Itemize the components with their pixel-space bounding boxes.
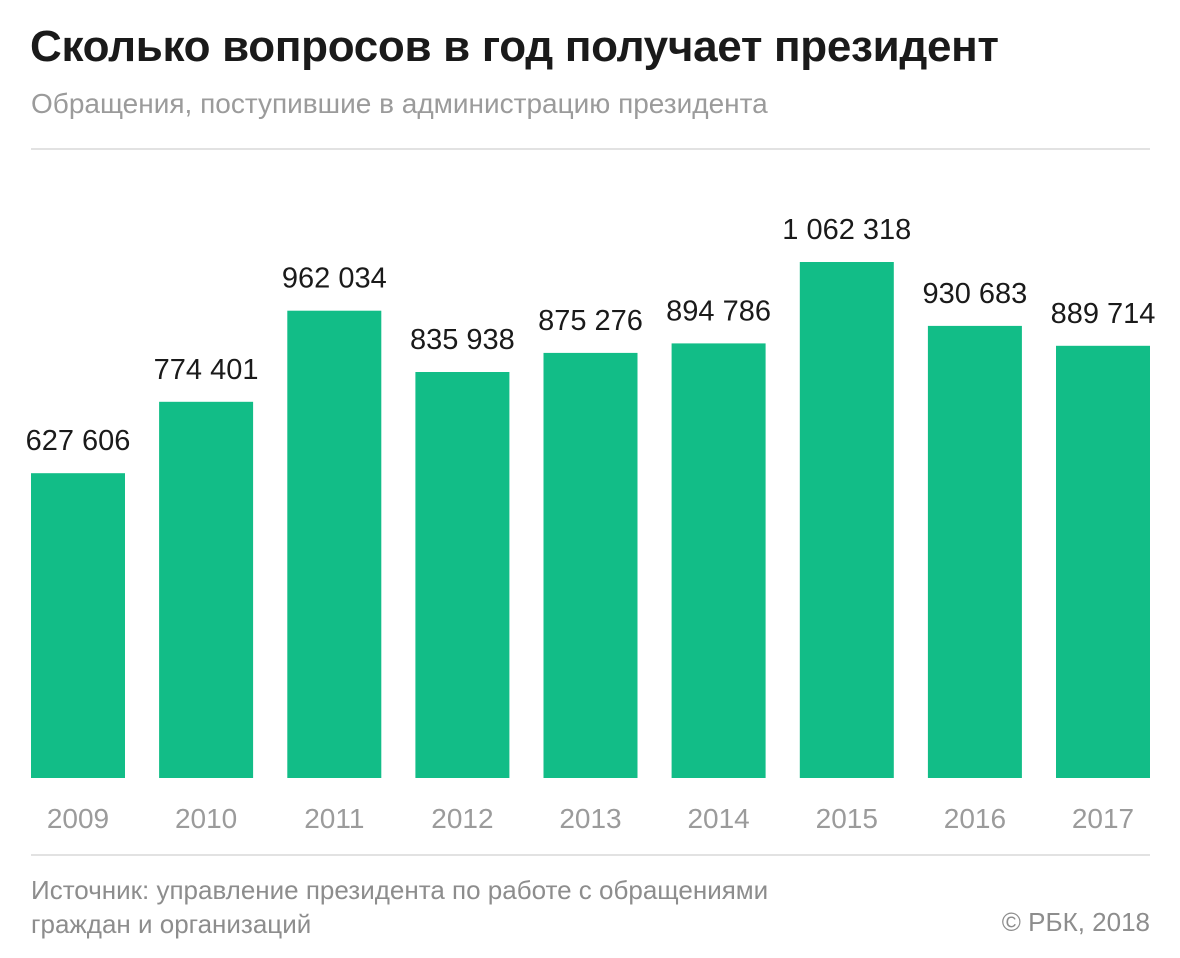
value-label-2016: 930 683 <box>922 278 1027 310</box>
bar-2011 <box>287 310 382 778</box>
x-tick-label-2009: 2009 <box>47 803 109 834</box>
value-label-2013: 875 276 <box>538 305 643 337</box>
x-tick-label-2012: 2012 <box>431 803 493 834</box>
value-label-2009: 627 606 <box>26 425 131 457</box>
x-tick-label-2017: 2017 <box>1072 803 1134 834</box>
chart-title: Сколько вопросов в год получает президен… <box>30 22 999 71</box>
x-tick-label-2010: 2010 <box>175 803 237 834</box>
value-label-2017: 889 714 <box>1051 298 1156 330</box>
x-tick-label-2016: 2016 <box>944 803 1006 834</box>
value-label-2012: 835 938 <box>410 324 515 356</box>
bar-2012 <box>415 372 510 778</box>
chart-subtitle: Обращения, поступившие в администрацию п… <box>31 88 768 119</box>
top-divider <box>31 148 1150 150</box>
value-label-2014: 894 786 <box>666 295 771 327</box>
bar-2015 <box>799 262 894 778</box>
value-label-2015: 1 062 318 <box>782 214 911 246</box>
bar-2010 <box>159 401 254 778</box>
bottom-divider <box>31 854 1150 856</box>
bar-2013 <box>543 352 638 778</box>
bar-2009 <box>31 473 125 778</box>
bar-2014 <box>671 343 766 778</box>
x-tick-label-2013: 2013 <box>559 803 621 834</box>
source-line-1: Источник: управление президента по работ… <box>31 875 769 905</box>
source-line-2: граждан и организаций <box>31 909 312 939</box>
copyright: © РБК, 2018 <box>1001 907 1150 937</box>
x-tick-label-2015: 2015 <box>816 803 878 834</box>
bar-2016 <box>927 325 1022 778</box>
bar-2017 <box>1056 345 1150 778</box>
value-label-2011: 962 034 <box>282 263 387 295</box>
x-tick-label-2014: 2014 <box>687 803 749 834</box>
source-note: Источник: управление президента по работ… <box>31 873 768 941</box>
x-tick-label-2011: 2011 <box>304 803 364 834</box>
value-label-2010: 774 401 <box>154 354 259 386</box>
